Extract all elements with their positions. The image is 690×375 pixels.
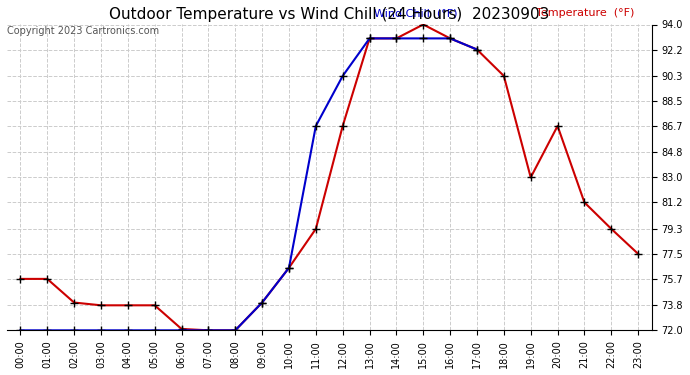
Title: Outdoor Temperature vs Wind Chill (24 Hours)  20230903: Outdoor Temperature vs Wind Chill (24 Ho… — [109, 7, 549, 22]
Text: Wind Chill  (°F): Wind Chill (°F) — [375, 8, 458, 18]
Text: Copyright 2023 Cartronics.com: Copyright 2023 Cartronics.com — [7, 26, 159, 36]
Text: Temperature  (°F): Temperature (°F) — [535, 8, 634, 18]
